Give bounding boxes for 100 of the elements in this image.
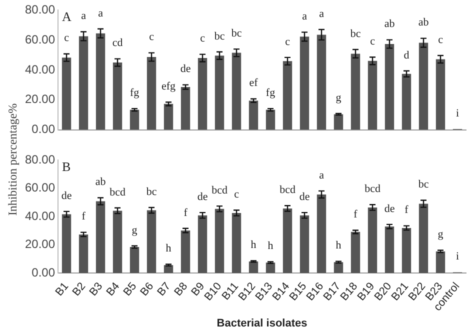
bar	[300, 215, 310, 274]
data-label: i	[456, 250, 460, 263]
data-label: c	[64, 32, 70, 44]
data-label: efg	[162, 80, 176, 93]
bar	[418, 204, 428, 274]
y-tick-label: 60.00	[25, 32, 56, 46]
bar	[96, 201, 106, 274]
data-label: f	[184, 206, 188, 219]
annotation: B	[62, 158, 72, 174]
x-tick-label: B6	[138, 280, 156, 298]
bar	[232, 212, 242, 274]
y-tick-label: 80.00	[25, 2, 56, 17]
data-label: a	[98, 7, 104, 20]
bar	[232, 52, 242, 130]
x-tick-label: B7	[155, 280, 174, 298]
y-tick-label: 60.00	[25, 180, 56, 195]
bar	[266, 262, 276, 274]
data-label: de	[61, 190, 72, 202]
data-label: ef	[249, 77, 258, 90]
data-label: c	[370, 36, 376, 48]
x-axis-title: Bacterial isolates	[216, 317, 308, 330]
data-label: f	[82, 210, 86, 223]
y-tick-label: 20.00	[25, 92, 56, 106]
y-tick-label: 40.00	[25, 62, 56, 76]
data-label: ab	[95, 176, 106, 188]
data-label: bcd	[212, 184, 228, 196]
bar	[180, 230, 190, 274]
data-label: bcd	[110, 186, 126, 198]
bar	[436, 251, 446, 274]
bar	[316, 34, 326, 130]
data-label: f	[404, 204, 409, 216]
x-tick-label: B3	[87, 280, 106, 298]
data-label: fg	[266, 86, 276, 99]
bar	[62, 58, 72, 130]
bar	[436, 59, 446, 130]
bar	[350, 54, 360, 130]
data-label: c	[200, 32, 206, 45]
bar	[112, 62, 122, 130]
x-tick-label: B8	[172, 280, 190, 298]
x-tick-label: B1	[53, 280, 72, 298]
bar	[130, 110, 140, 130]
bar	[78, 36, 88, 130]
y-tick-label: 40.00	[25, 208, 56, 223]
y-tick-label: 0.00	[32, 265, 56, 280]
bar	[266, 110, 276, 130]
bar	[180, 87, 190, 130]
data-label: c	[149, 31, 154, 44]
bar	[334, 262, 344, 274]
data-label: bc	[146, 186, 157, 198]
data-label: bc	[350, 28, 361, 40]
data-label: i	[456, 107, 460, 120]
bar	[350, 232, 360, 274]
data-label: c	[438, 34, 444, 46]
bar	[164, 104, 174, 130]
bar	[402, 74, 412, 130]
data-label: fg	[130, 86, 140, 99]
bar	[316, 194, 326, 274]
y-tick-label: 0.00	[32, 122, 56, 136]
bar	[248, 100, 258, 130]
data-label: h	[166, 242, 172, 255]
data-label: bcd	[364, 183, 381, 196]
bar	[282, 61, 292, 130]
data-label: c	[234, 188, 240, 201]
data-label: de	[384, 202, 395, 215]
data-label: ab	[418, 16, 430, 29]
data-label: a	[81, 10, 86, 22]
data-label: de	[180, 63, 191, 76]
bar	[164, 265, 174, 274]
bar	[62, 214, 72, 274]
y-tick-label: 80.00	[25, 152, 56, 166]
bar	[300, 36, 310, 130]
data-label: bc	[418, 178, 429, 191]
bar	[198, 215, 208, 274]
data-label: d	[404, 49, 410, 62]
data-label: h	[250, 239, 257, 252]
bar	[214, 208, 224, 274]
bar	[248, 261, 258, 274]
x-tick-label: B2	[70, 280, 88, 298]
bar	[78, 234, 88, 274]
data-label: a	[319, 169, 324, 182]
data-label: bc	[214, 30, 225, 42]
y-tick-label: 20.00	[25, 237, 56, 252]
data-label: h	[336, 240, 342, 252]
data-label: bc	[231, 27, 242, 40]
bar	[198, 58, 208, 130]
annotation: A	[62, 9, 72, 24]
data-label: a	[302, 10, 308, 23]
data-label: g	[336, 92, 342, 104]
bar	[112, 210, 122, 274]
bar	[368, 60, 378, 130]
data-label: f	[354, 208, 358, 221]
data-label: de	[197, 190, 208, 203]
data-label: cd	[112, 37, 124, 50]
x-tick-label: B4	[104, 280, 122, 298]
bar	[146, 56, 156, 130]
y-axis-title: Inhibition percentage%	[6, 102, 20, 218]
bar	[282, 208, 292, 274]
x-tick-label: B5	[121, 280, 140, 298]
data-label: g	[132, 224, 138, 236]
data-label: a	[319, 8, 324, 20]
